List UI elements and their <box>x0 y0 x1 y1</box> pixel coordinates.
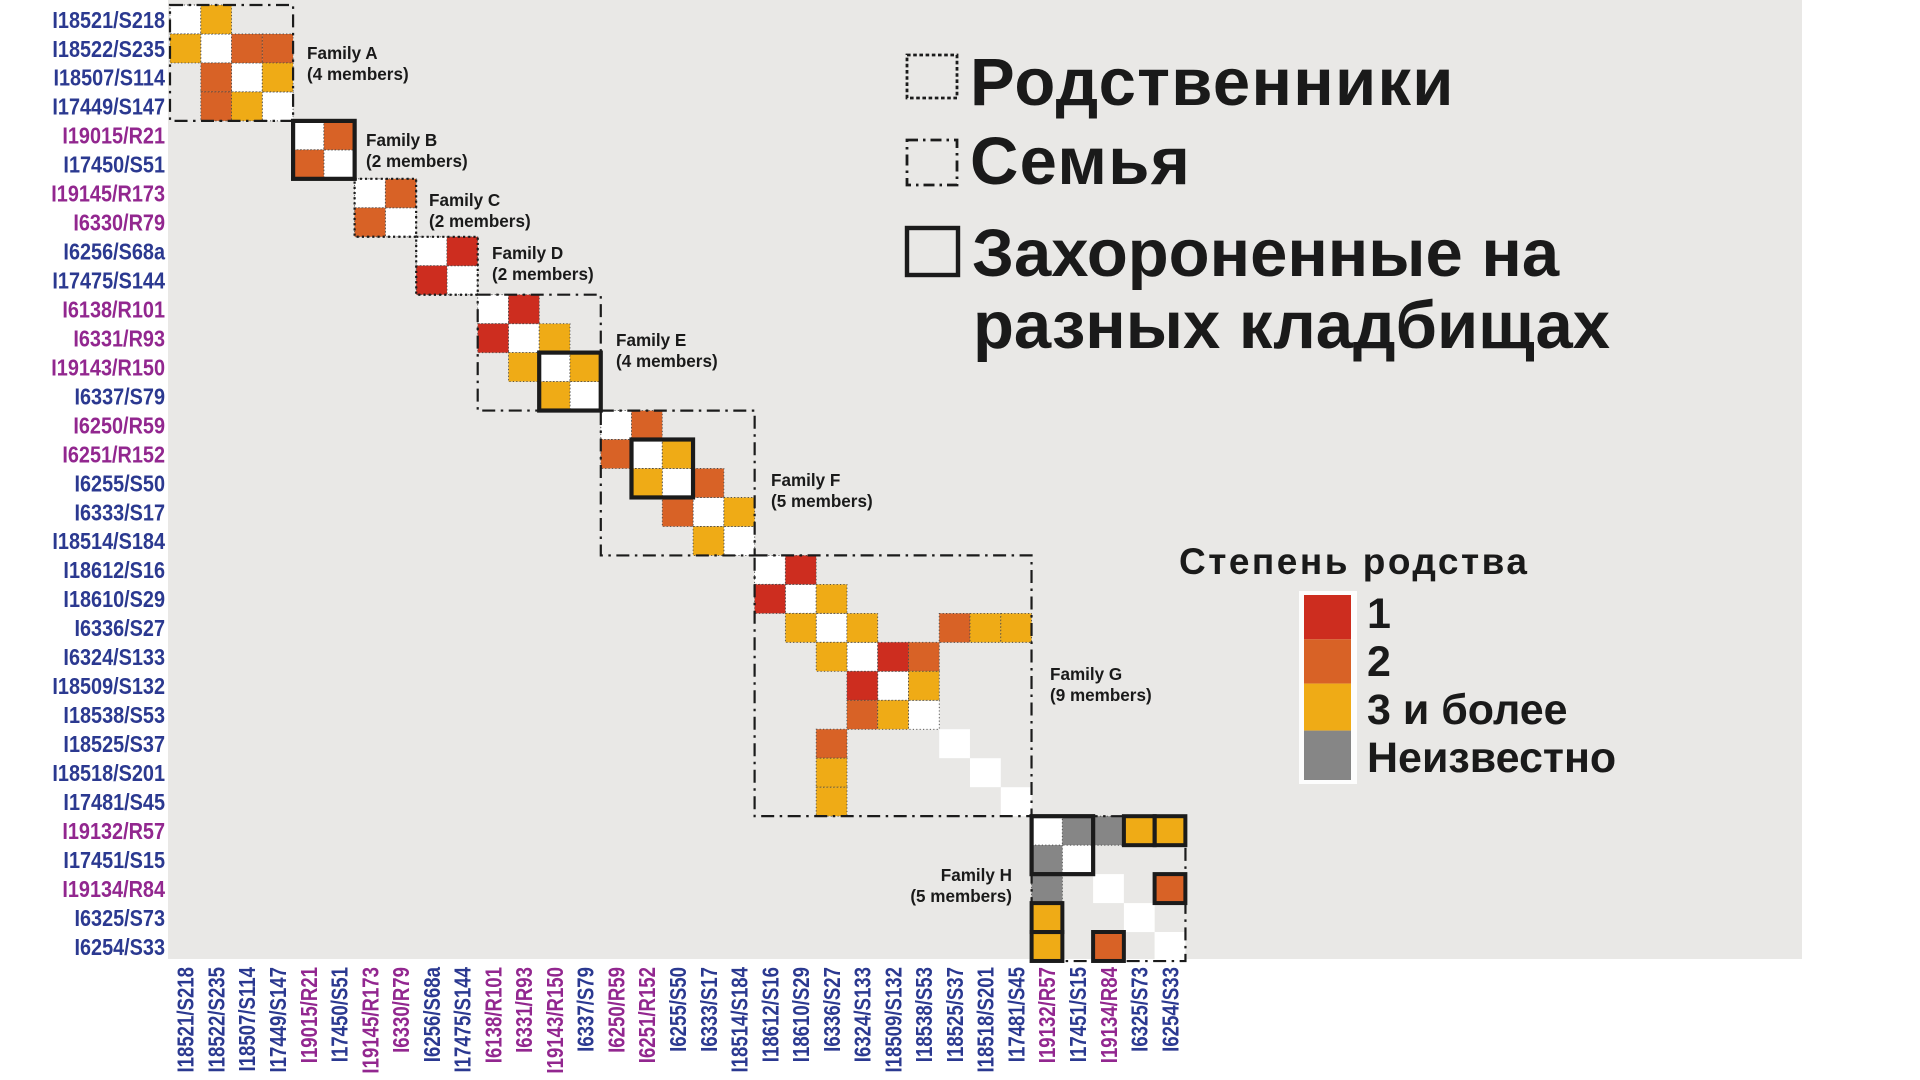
svg-text:(5 members): (5 members) <box>771 491 873 512</box>
svg-text:I6255/S50: I6255/S50 <box>74 470 165 497</box>
svg-text:I19143/R150: I19143/R150 <box>543 967 568 1074</box>
svg-text:I18538/S53: I18538/S53 <box>63 701 165 728</box>
svg-text:I6337/S79: I6337/S79 <box>574 967 599 1052</box>
svg-text:1: 1 <box>1367 590 1391 638</box>
svg-text:I17475/S144: I17475/S144 <box>52 267 165 294</box>
svg-text:I6330/R79: I6330/R79 <box>389 967 414 1053</box>
svg-text:I17450/S51: I17450/S51 <box>328 967 353 1063</box>
svg-text:Family C: Family C <box>429 190 501 211</box>
svg-text:I19143/R150: I19143/R150 <box>51 354 165 381</box>
svg-text:I6325/S73: I6325/S73 <box>74 904 165 931</box>
svg-text:I6138/R101: I6138/R101 <box>62 296 165 323</box>
svg-text:(2 members): (2 members) <box>492 264 594 285</box>
svg-text:(2 members): (2 members) <box>429 211 531 232</box>
svg-text:I18507/S114: I18507/S114 <box>53 64 165 91</box>
svg-text:Family D: Family D <box>492 243 563 264</box>
svg-text:(5 members): (5 members) <box>910 886 1012 907</box>
svg-text:I6336/S27: I6336/S27 <box>820 967 845 1052</box>
svg-text:I19132/R57: I19132/R57 <box>62 817 165 844</box>
svg-text:I6324/S133: I6324/S133 <box>63 643 165 670</box>
svg-text:I19132/R57: I19132/R57 <box>1035 967 1060 1063</box>
svg-text:I6331/R93: I6331/R93 <box>73 325 165 352</box>
svg-text:I6324/S133: I6324/S133 <box>851 967 876 1062</box>
svg-text:I18612/S16: I18612/S16 <box>759 967 784 1062</box>
svg-text:I19145/R173: I19145/R173 <box>51 180 165 207</box>
svg-text:I18522/S235: I18522/S235 <box>205 967 230 1073</box>
svg-text:Захороненные на: Захороненные на <box>972 216 1560 291</box>
svg-text:I6330/R79: I6330/R79 <box>73 209 165 236</box>
svg-text:I17449/S147: I17449/S147 <box>52 93 165 120</box>
svg-text:Family F: Family F <box>771 470 841 491</box>
svg-text:I17450/S51: I17450/S51 <box>63 151 165 178</box>
svg-text:I6337/S79: I6337/S79 <box>74 383 165 410</box>
svg-text:I6251/R152: I6251/R152 <box>62 441 165 468</box>
svg-text:Family A: Family A <box>307 43 378 64</box>
svg-text:I18610/S29: I18610/S29 <box>63 586 165 613</box>
svg-text:Неизвестно: Неизвестно <box>1367 734 1616 782</box>
svg-text:Family G: Family G <box>1050 664 1122 685</box>
svg-text:I6138/R101: I6138/R101 <box>482 967 507 1064</box>
svg-text:разных кладбищах: разных кладбищах <box>973 288 1610 363</box>
svg-text:I6336/S27: I6336/S27 <box>74 615 165 642</box>
svg-text:I17451/S15: I17451/S15 <box>1066 967 1091 1063</box>
svg-text:I18525/S37: I18525/S37 <box>943 967 968 1062</box>
svg-text:I6325/S73: I6325/S73 <box>1128 967 1153 1052</box>
svg-text:I18514/S184: I18514/S184 <box>52 528 165 555</box>
svg-text:I18521/S218: I18521/S218 <box>174 967 199 1073</box>
svg-text:Семья: Семья <box>970 124 1191 199</box>
svg-text:I17451/S15: I17451/S15 <box>63 846 165 873</box>
svg-text:I6331/R93: I6331/R93 <box>512 967 537 1053</box>
svg-text:I19015/R21: I19015/R21 <box>297 967 322 1064</box>
svg-text:I18612/S16: I18612/S16 <box>63 557 165 584</box>
svg-text:I18610/S29: I18610/S29 <box>789 967 814 1062</box>
svg-text:I18525/S37: I18525/S37 <box>63 730 165 757</box>
svg-text:I6256/S68a: I6256/S68a <box>420 967 445 1063</box>
svg-text:I18507/S114: I18507/S114 <box>235 967 260 1072</box>
svg-text:I17449/S147: I17449/S147 <box>266 967 291 1073</box>
svg-text:I18538/S53: I18538/S53 <box>912 967 937 1062</box>
svg-text:I6333/S17: I6333/S17 <box>74 499 165 526</box>
svg-text:I6256/S68a: I6256/S68a <box>63 238 165 265</box>
svg-text:I19015/R21: I19015/R21 <box>62 122 165 149</box>
svg-text:I18514/S184: I18514/S184 <box>728 967 753 1073</box>
svg-text:I18522/S235: I18522/S235 <box>52 35 165 62</box>
svg-text:I6250/R59: I6250/R59 <box>605 967 630 1053</box>
svg-text:I6254/S33: I6254/S33 <box>1159 967 1184 1052</box>
svg-text:I18509/S132: I18509/S132 <box>882 967 907 1073</box>
svg-text:I19145/R173: I19145/R173 <box>359 967 384 1074</box>
svg-text:Степень родства: Степень родства <box>1179 541 1529 582</box>
svg-text:(4 members): (4 members) <box>307 64 409 85</box>
svg-text:I6254/S33: I6254/S33 <box>74 933 165 960</box>
svg-text:Family B: Family B <box>366 130 437 151</box>
svg-text:Family H: Family H <box>941 865 1012 886</box>
svg-text:I19134/R84: I19134/R84 <box>1097 967 1122 1064</box>
svg-text:Родственники: Родственники <box>970 45 1455 120</box>
svg-text:I18521/S218: I18521/S218 <box>52 6 165 33</box>
svg-text:(4 members): (4 members) <box>616 351 718 372</box>
svg-text:I17481/S45: I17481/S45 <box>63 788 165 815</box>
svg-text:I6333/S17: I6333/S17 <box>697 967 722 1052</box>
svg-text:I18509/S132: I18509/S132 <box>52 672 165 699</box>
svg-text:2: 2 <box>1367 638 1391 686</box>
svg-text:I18518/S201: I18518/S201 <box>52 759 165 786</box>
svg-text:(9 members): (9 members) <box>1050 685 1152 706</box>
svg-text:I6255/S50: I6255/S50 <box>666 967 691 1052</box>
svg-text:(2 members): (2 members) <box>366 151 468 172</box>
svg-text:I6251/R152: I6251/R152 <box>635 967 660 1063</box>
svg-text:I17481/S45: I17481/S45 <box>1005 967 1030 1063</box>
svg-text:I17475/S144: I17475/S144 <box>451 967 476 1073</box>
svg-text:I19134/R84: I19134/R84 <box>62 875 165 902</box>
svg-text:I6250/R59: I6250/R59 <box>73 412 165 439</box>
svg-text:I18518/S201: I18518/S201 <box>974 967 999 1073</box>
svg-text:3 и более: 3 и более <box>1367 686 1568 734</box>
svg-text:Family E: Family E <box>616 330 687 351</box>
